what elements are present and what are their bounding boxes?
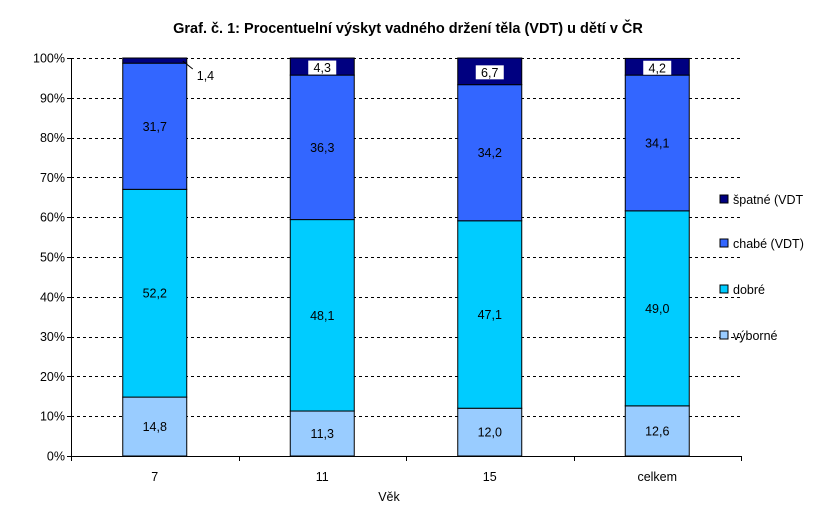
bars [122, 57, 690, 457]
data-label: 14,8 [143, 420, 167, 434]
legend-swatch [719, 284, 729, 294]
bar-segment [457, 84, 523, 222]
data-label: 4,3 [314, 61, 331, 75]
legend-label: dobré [733, 283, 765, 297]
y-tick-label: 0% [47, 450, 65, 464]
x-tick-label: 7 [151, 470, 158, 484]
y-tick-label: 90% [40, 91, 65, 105]
data-label: 36,3 [310, 141, 334, 155]
bar-segment [624, 210, 690, 407]
legend-swatch [719, 330, 729, 340]
legend-label: chabé (VDT) [733, 237, 804, 251]
data-label: 6,7 [481, 66, 498, 80]
legend-label: výborné [733, 329, 778, 343]
y-tick-label: 60% [40, 211, 65, 225]
bar-segment [457, 220, 523, 409]
data-label-leader [182, 60, 194, 70]
data-label: 1,4 [197, 69, 214, 83]
legend-swatch [719, 238, 729, 248]
data-label: 48,1 [310, 309, 334, 323]
data-label: 12,6 [645, 424, 669, 438]
x-axis-tick-labels: 7 11 15 celkem [151, 470, 677, 484]
y-tick-label: 20% [40, 370, 65, 384]
bar-segment [122, 57, 188, 64]
bar-segment [624, 74, 690, 212]
x-tick-label: 15 [483, 470, 497, 484]
legend: špatné (VDT chabé (VDT) dobré výborné [719, 193, 804, 343]
y-tick-label: 100% [33, 52, 65, 66]
y-axis-tick-labels: 0% 10% 20% 30% 40% 50% 60% 70% 80% 90% 100% [33, 52, 65, 464]
data-label-box [475, 65, 504, 80]
axes [67, 58, 742, 461]
data-label: 47,1 [478, 308, 502, 322]
data-label: 12,0 [478, 426, 502, 440]
data-label-box [308, 60, 337, 75]
y-tick-label: 40% [40, 290, 65, 304]
data-labels: 14,8 52,2 31,7 1,4 11,3 48,1 36,3 4,3 12,0 47,1 34… [143, 60, 672, 441]
bar-segment [122, 188, 188, 398]
y-tick-label: 30% [40, 330, 65, 344]
data-label: 52,2 [143, 287, 167, 301]
y-tick-label: 70% [40, 171, 65, 185]
bar-segment [122, 62, 188, 190]
x-axis-label: Věk [378, 490, 400, 504]
data-label-box [643, 60, 672, 75]
chart-title: Graf. č. 1: Procentuelní výskyt vadného … [173, 19, 643, 37]
y-tick-label: 80% [40, 131, 65, 145]
bar-segment [289, 410, 355, 457]
data-label: 11,3 [311, 427, 334, 441]
data-label: 34,2 [478, 146, 502, 160]
bar-segment [624, 405, 690, 457]
data-label: 49,0 [645, 302, 669, 316]
bar-segment [289, 219, 355, 412]
y-tick-label: 50% [40, 251, 65, 265]
legend-label: špatné (VDT [733, 193, 804, 207]
x-tick-label: 11 [316, 470, 329, 484]
y-tick-label: 10% [40, 410, 65, 424]
data-label: 34,1 [645, 136, 669, 150]
data-label: 4,2 [649, 61, 666, 75]
data-label: 31,7 [143, 120, 167, 134]
legend-swatch [719, 194, 729, 204]
x-tick-label: celkem [637, 470, 677, 484]
